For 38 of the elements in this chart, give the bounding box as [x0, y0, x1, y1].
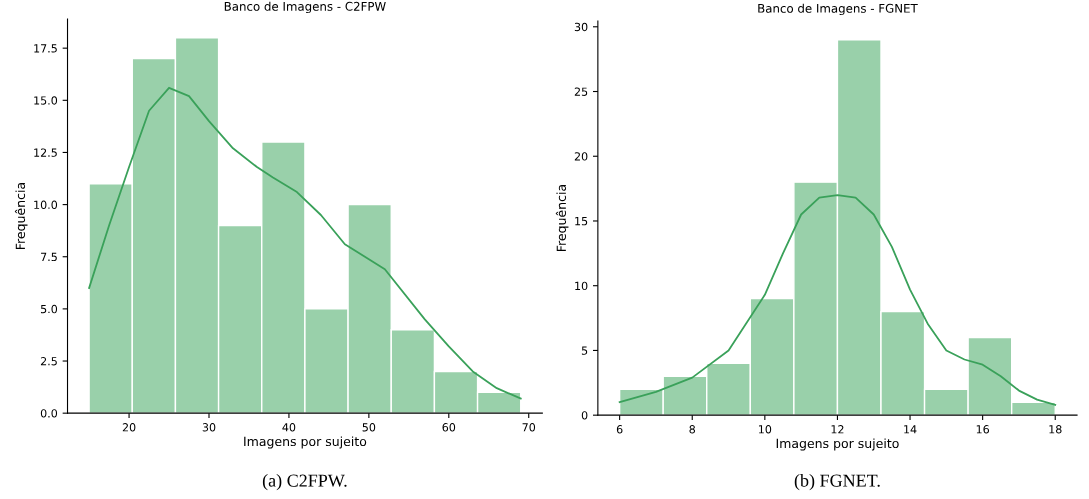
x-tick-label: 18 [1049, 425, 1062, 434]
y-axis-title: Frequência [14, 183, 28, 249]
line-series [618, 194, 1057, 406]
x-tick-label: 8 [689, 425, 696, 434]
y-tick-label: 10 [575, 281, 588, 291]
y-tick-label: 25 [574, 87, 588, 96]
chart-title: Banco de Imagens - FGNET [758, 3, 918, 16]
y-tick-label: 0 [581, 411, 588, 420]
x-tick-label: 16 [976, 425, 990, 434]
y-tick-label: 2.5 [40, 357, 57, 366]
x-tick-label: 20 [122, 423, 136, 432]
x-tick-label: 10 [758, 425, 772, 434]
x-tick-label: 6 [616, 425, 623, 434]
y-tick-label: 12.5 [34, 148, 57, 157]
y-tick-label: 5.0 [40, 304, 58, 314]
y-tick-label: 10.0 [34, 200, 58, 209]
x-tick-label: 12 [831, 425, 844, 434]
y-tick-label: 30 [574, 22, 588, 32]
y-tick-label: 7.5 [41, 252, 57, 262]
y-tick-label: 15 [575, 217, 588, 226]
x-tick-label: 30 [202, 423, 216, 432]
y-tick-label: 5 [581, 346, 588, 355]
y-tick-label: 15.0 [34, 96, 58, 105]
text: (a) C2FPW. [262, 474, 347, 491]
y-tick-label: 0.0 [40, 409, 58, 418]
x-axis-title: Imagens por sujeito [776, 438, 899, 451]
x-tick-label: 40 [282, 423, 296, 432]
text: (b) FGNET. [794, 474, 880, 491]
x-axis-title: Imagens por sujeito [244, 436, 367, 449]
x-tick-label: 50 [362, 423, 376, 432]
y-axis-title: Frequência [555, 185, 569, 251]
line-series [88, 86, 522, 400]
y-tick-label: 20 [574, 152, 588, 161]
chart-title: Banco de Imagens - C2FPW [224, 1, 386, 14]
y-tick-label: 17.5 [34, 44, 57, 53]
x-tick-label: 70 [522, 423, 536, 432]
x-tick-label: 14 [904, 425, 917, 434]
x-tick-label: 60 [442, 423, 456, 432]
